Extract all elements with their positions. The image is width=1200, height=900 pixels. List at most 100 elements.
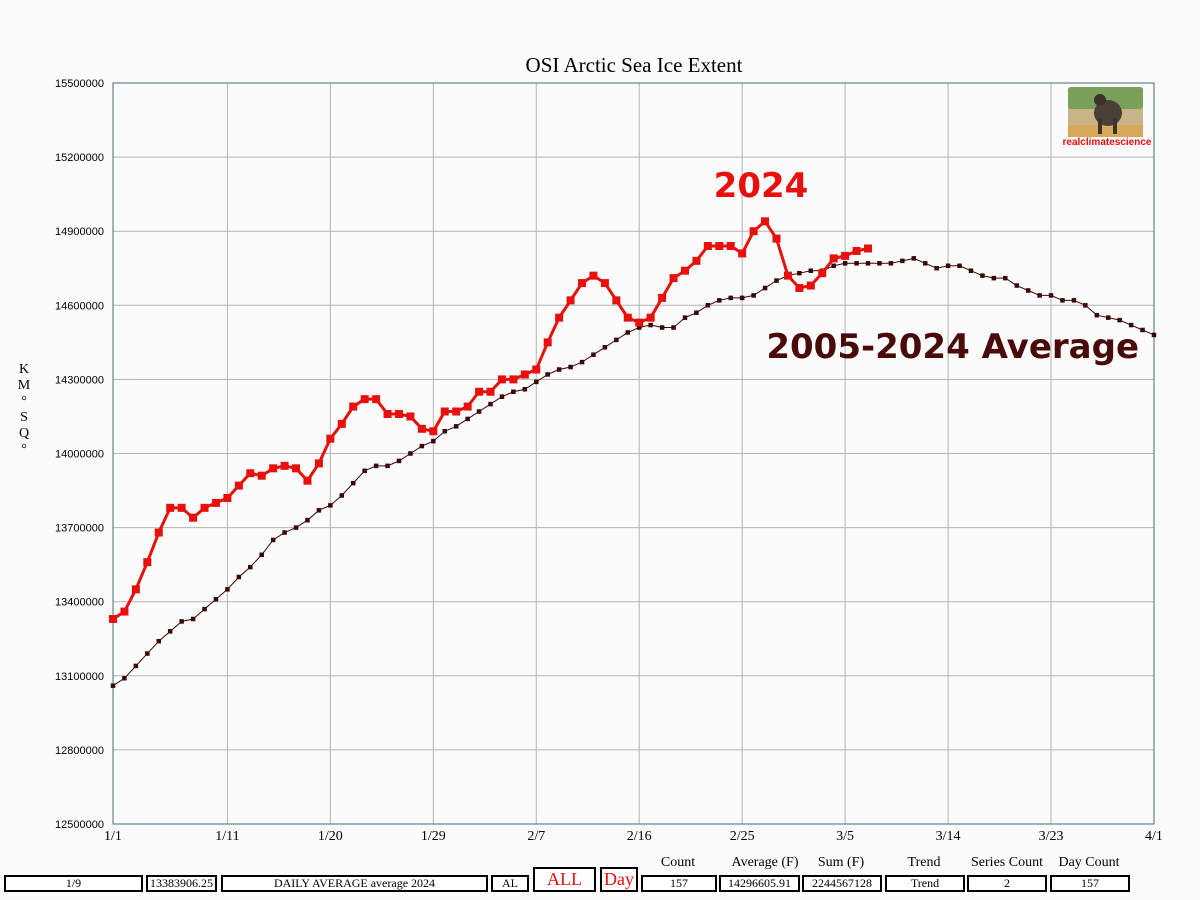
data-point (600, 279, 609, 288)
x-tick-label: 2/16 (627, 829, 652, 844)
data-point (509, 375, 518, 384)
y-tick-label: 14000000 (55, 449, 104, 461)
data-point (728, 295, 733, 301)
data-point (200, 503, 209, 512)
data-point (396, 458, 402, 464)
data-point (109, 614, 117, 623)
data-point (246, 469, 255, 478)
data-point (177, 503, 186, 512)
data-point (1117, 317, 1122, 323)
data-point (659, 325, 665, 330)
logo: realclimatescience (1063, 87, 1152, 148)
x-tick-label: 3/5 (836, 829, 854, 844)
data-point (717, 298, 722, 303)
data-point (703, 242, 712, 251)
y-tick-label: 15500000 (55, 78, 104, 90)
data-point (726, 242, 735, 251)
data-point (476, 409, 482, 414)
data-point (968, 268, 974, 273)
day-button[interactable]: Day (600, 867, 638, 892)
y-tick-label: 15200000 (55, 152, 104, 164)
y-tick-label: 12500000 (55, 819, 104, 831)
data-point (465, 416, 470, 422)
data-point (280, 461, 289, 470)
x-tick-label: 3/14 (936, 829, 961, 844)
data-point (715, 242, 724, 251)
logo-photo-ground (1068, 125, 1143, 137)
data-point (145, 651, 150, 656)
data-point (269, 464, 278, 473)
data-point (636, 325, 642, 330)
value-field[interactable]: 13383906.25 (146, 875, 217, 892)
data-point (326, 434, 335, 443)
x-tick-label: 1/29 (421, 829, 446, 844)
data-point (350, 480, 356, 486)
data-point (488, 401, 493, 407)
y-tick-label: 14300000 (55, 374, 104, 386)
data-point (900, 258, 905, 264)
data-point (475, 387, 484, 396)
data-point (236, 574, 242, 580)
series-line (112, 257, 1155, 689)
data-point (612, 296, 621, 305)
data-point (133, 663, 139, 669)
data-point (1128, 322, 1134, 328)
all-button[interactable]: ALL (533, 867, 596, 892)
data-point (556, 367, 562, 372)
data-point (692, 256, 701, 265)
data-point (110, 683, 116, 688)
data-point (635, 318, 644, 327)
data-point (658, 293, 667, 302)
data-point (566, 296, 575, 305)
data-point (429, 427, 438, 436)
region-field[interactable]: AL (491, 875, 529, 892)
data-point (1094, 312, 1100, 318)
average-value: 14296605.91 (719, 875, 800, 892)
data-point (555, 313, 564, 322)
date-field[interactable]: 1/9 (4, 875, 143, 892)
annotation-average: 2005-2024 Average (766, 327, 1139, 367)
series-field[interactable]: DAILY AVERAGE average 2024 (221, 875, 488, 892)
x-tick-label: 2/25 (730, 829, 755, 844)
y-axis-label-char: Q (19, 426, 29, 441)
data-point (543, 338, 552, 347)
data-point (453, 424, 459, 429)
data-point (337, 419, 346, 428)
data-point (1071, 298, 1077, 303)
data-point (270, 537, 276, 543)
data-point (1048, 293, 1054, 298)
data-point (511, 389, 516, 394)
data-point (877, 261, 882, 266)
chart: OSI Arctic Sea Ice Extent 12500000 128000… (18, 53, 1163, 844)
y-tick-label: 13100000 (55, 671, 104, 683)
average-label: Average (F) (731, 855, 799, 870)
data-point (499, 394, 505, 399)
data-point (922, 261, 928, 266)
x-tick-label: 1/11 (215, 829, 239, 844)
y-tick-label: 12800000 (55, 745, 104, 757)
data-point (1037, 293, 1042, 298)
data-point (419, 443, 425, 449)
data-point (360, 395, 369, 404)
y-axis-label-char: S (20, 410, 28, 425)
data-point (888, 261, 894, 266)
data-point (154, 528, 163, 537)
data-point (842, 261, 848, 266)
data-point (497, 375, 506, 384)
series-2024 (109, 217, 873, 623)
data-point (532, 365, 541, 374)
y-tick-label: 13400000 (55, 597, 104, 609)
y-axis-label-char: K (19, 362, 29, 377)
y-axis-label-char: ° (21, 442, 27, 457)
data-point (522, 387, 528, 392)
data-point (738, 249, 747, 258)
data-point (648, 322, 653, 328)
trend-value[interactable]: Trend (885, 875, 965, 892)
data-point (385, 463, 390, 469)
x-tick-label: 1/20 (318, 829, 343, 844)
data-point (694, 310, 699, 315)
data-point (1025, 288, 1031, 293)
x-tick-label: 3/23 (1039, 829, 1064, 844)
data-point (211, 498, 220, 507)
y-tick-label: 14600000 (55, 300, 104, 312)
